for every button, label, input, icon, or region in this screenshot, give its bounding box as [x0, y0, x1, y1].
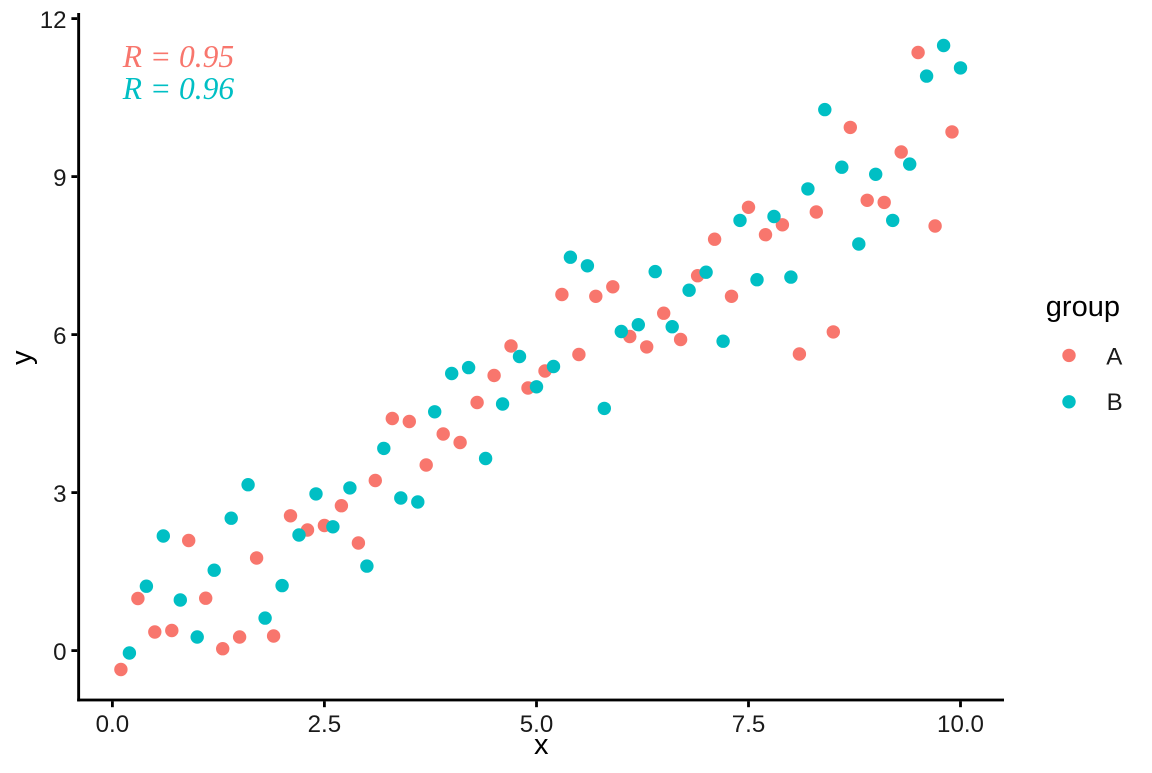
- svg-text:7.5: 7.5: [732, 711, 766, 738]
- svg-text:12: 12: [40, 7, 67, 34]
- svg-text:2.5: 2.5: [308, 711, 342, 738]
- svg-text:x: x: [534, 729, 549, 761]
- svg-text:R = 0.96: R = 0.96: [122, 71, 235, 106]
- svg-text:y: y: [6, 350, 38, 365]
- svg-text:6: 6: [53, 323, 66, 350]
- svg-text:0: 0: [53, 639, 66, 666]
- svg-text:10.0: 10.0: [937, 711, 984, 738]
- svg-text:group: group: [1046, 291, 1120, 323]
- svg-text:9: 9: [53, 165, 66, 192]
- svg-text:R = 0.95: R = 0.95: [122, 39, 234, 74]
- svg-text:3: 3: [53, 481, 66, 508]
- svg-text:5.0: 5.0: [520, 711, 554, 738]
- svg-text:0.0: 0.0: [96, 711, 130, 738]
- svg-text:B: B: [1107, 389, 1123, 416]
- svg-text:A: A: [1106, 344, 1123, 371]
